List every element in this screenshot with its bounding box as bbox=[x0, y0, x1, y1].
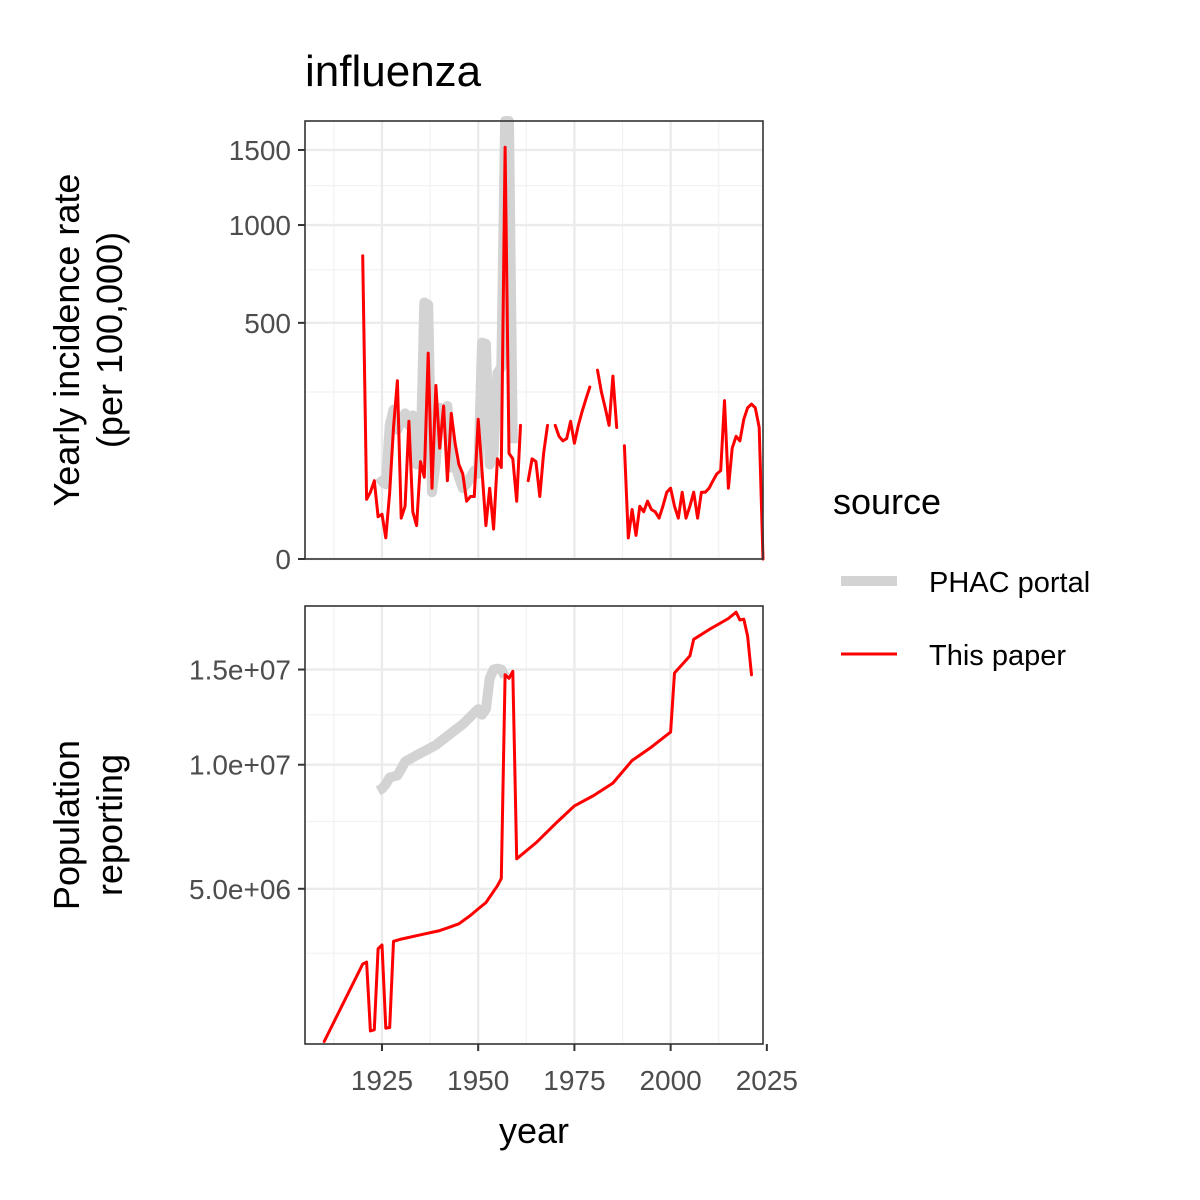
y-tick-label: 1000 bbox=[229, 210, 291, 241]
y-tick-label: 0 bbox=[275, 544, 291, 575]
population-y-title-line1: Population bbox=[46, 740, 87, 910]
incidence-y-axis: 0 500 1000 1500 bbox=[229, 135, 305, 575]
year-x-axis: 1925 1950 1975 2000 2025 bbox=[351, 1044, 798, 1096]
x-tick-label: 1925 bbox=[351, 1065, 413, 1096]
incidence-series-this-paper-line bbox=[596, 368, 619, 429]
incidence-series bbox=[361, 116, 765, 561]
population-series-this-paper-line bbox=[322, 610, 753, 1043]
x-tick-label: 1950 bbox=[447, 1065, 509, 1096]
plot-title: influenza bbox=[305, 47, 482, 96]
population-panel: 5.0e+06 1.0e+07 1.5e+07 1925 1950 1975 2000 20… bbox=[46, 605, 798, 1151]
population-series-phac-portal-line bbox=[375, 663, 510, 796]
x-tick-label: 2000 bbox=[639, 1065, 701, 1096]
incidence-y-title-line2: (per 100,000) bbox=[89, 232, 130, 448]
x-tick-label: 1975 bbox=[543, 1065, 605, 1096]
incidence-series-this-paper-line bbox=[361, 145, 522, 540]
x-tick-label: 2025 bbox=[736, 1065, 798, 1096]
y-tick-label: 500 bbox=[244, 308, 291, 339]
incidence-series-this-paper-line bbox=[622, 399, 765, 561]
incidence-series-phac-portal-line bbox=[374, 116, 518, 498]
y-tick-label: 1.5e+07 bbox=[189, 655, 291, 686]
population-y-axis: 5.0e+06 1.0e+07 1.5e+07 bbox=[189, 655, 305, 905]
legend-label-phac-portal: PHAC portal bbox=[929, 567, 1090, 599]
y-tick-label: 1500 bbox=[229, 135, 291, 166]
population-panel-border bbox=[304, 605, 764, 1045]
y-tick-label: 1.0e+07 bbox=[189, 750, 291, 781]
incidence-panel: 0 500 1000 1500 Yearly incidence rate (per … bbox=[46, 116, 765, 575]
legend-label-this-paper: This paper bbox=[929, 640, 1066, 672]
population-grid bbox=[305, 606, 763, 1044]
incidence-series-this-paper-line bbox=[553, 385, 592, 445]
x-axis-title: year bbox=[499, 1110, 569, 1151]
incidence-series-this-paper-line bbox=[526, 423, 549, 498]
population-series bbox=[322, 610, 753, 1043]
legend: source PHAC portal This paper bbox=[833, 481, 1090, 672]
incidence-y-title-line1: Yearly incidence rate bbox=[46, 174, 87, 507]
population-y-title-line2: reporting bbox=[89, 754, 130, 896]
y-tick-label: 5.0e+06 bbox=[189, 874, 291, 905]
incidence-panel-border bbox=[304, 120, 764, 560]
legend-title: source bbox=[833, 481, 941, 522]
